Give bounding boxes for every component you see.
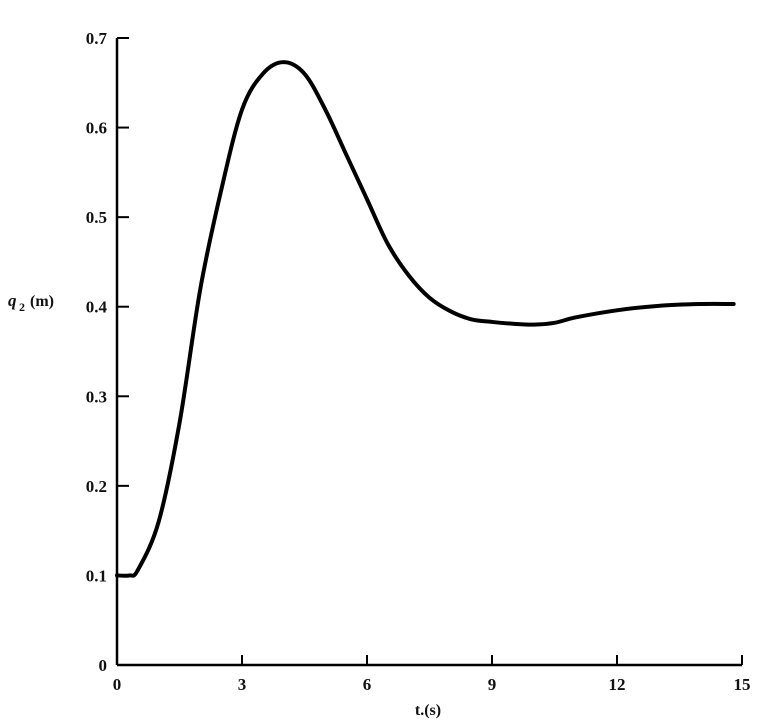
- y-tick-label: 0.7: [86, 29, 108, 48]
- y-tick-label: 0.1: [86, 566, 107, 585]
- y-tick-label: 0: [99, 656, 108, 675]
- y-tick-label: 0.3: [86, 387, 107, 406]
- x-tick-label: 15: [734, 675, 751, 694]
- x-tick-label: 9: [488, 675, 497, 694]
- y-label-q: q: [8, 291, 17, 310]
- y-axis-label: q 2 (m): [8, 291, 54, 314]
- y-tick-label: 0.4: [86, 298, 108, 317]
- x-tick-label: 12: [609, 675, 626, 694]
- x-axis-label: t.(s): [415, 702, 441, 719]
- x-tick-label: 6: [363, 675, 372, 694]
- y-tick-label: 0.2: [86, 477, 107, 496]
- y-label-sub: 2: [19, 300, 25, 314]
- x-tick-label: 0: [113, 675, 122, 694]
- x-tick-label: 3: [238, 675, 247, 694]
- y-label-unit: (m): [30, 293, 54, 310]
- y-tick-label: 0.5: [86, 208, 107, 227]
- series-line: [115, 60, 736, 578]
- y-tick-label: 0.6: [86, 119, 107, 138]
